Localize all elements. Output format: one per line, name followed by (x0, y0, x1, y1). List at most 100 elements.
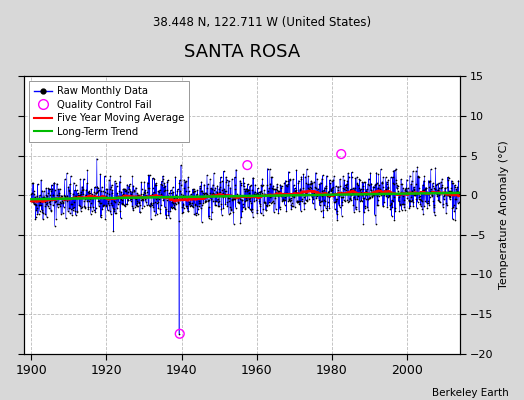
Point (343, 178, 352, 184)
Point (34, 181, 42, 187)
Point (377, 191, 385, 198)
Point (113, 190, 122, 196)
Point (346, 187, 355, 193)
Point (210, 170, 218, 176)
Point (342, 187, 350, 194)
Point (188, 200, 196, 206)
Point (194, 206, 202, 212)
Point (56, 186, 64, 192)
Point (192, 210, 200, 217)
Point (413, 198, 422, 205)
Point (279, 196, 288, 202)
Point (255, 192, 263, 199)
Point (68, 195, 77, 201)
Point (90, 207, 98, 213)
Point (199, 192, 208, 199)
Point (355, 177, 364, 183)
Point (345, 198, 354, 204)
Point (106, 184, 115, 190)
Point (279, 197, 287, 204)
Point (133, 200, 141, 207)
Point (223, 203, 232, 210)
Point (264, 190, 272, 197)
Point (41, 211, 49, 217)
Point (387, 174, 395, 181)
Point (244, 186, 253, 193)
Point (249, 190, 258, 197)
Point (206, 176, 214, 182)
Point (421, 191, 430, 197)
Point (67, 201, 75, 208)
Point (307, 181, 315, 187)
Point (165, 194, 173, 201)
Point (267, 200, 275, 206)
Point (336, 176, 344, 182)
Point (51, 187, 59, 194)
Point (255, 201, 264, 207)
Point (230, 195, 238, 202)
Point (277, 192, 286, 198)
Point (288, 192, 297, 199)
Point (316, 179, 325, 186)
Point (168, 194, 177, 201)
Point (146, 202, 154, 209)
Point (169, 189, 177, 195)
Point (453, 184, 462, 190)
Point (127, 196, 135, 202)
Point (236, 220, 245, 226)
Point (298, 189, 307, 196)
Point (58, 193, 66, 199)
Point (241, 204, 249, 211)
Point (139, 203, 148, 209)
Point (202, 190, 211, 197)
Point (175, 330, 183, 337)
Point (141, 198, 150, 205)
Point (215, 189, 223, 196)
Point (78, 204, 86, 210)
Point (184, 188, 193, 194)
Point (212, 192, 220, 199)
Point (161, 212, 170, 218)
Point (292, 199, 301, 205)
Point (207, 185, 215, 191)
Point (358, 195, 367, 201)
Point (46, 198, 54, 204)
Point (46, 192, 54, 199)
Point (231, 196, 239, 202)
Point (52, 192, 61, 198)
Point (80, 204, 89, 211)
Point (286, 176, 294, 182)
Point (377, 180, 386, 186)
Point (217, 212, 226, 218)
Point (261, 207, 270, 213)
Point (352, 206, 360, 213)
Point (177, 182, 185, 189)
Point (218, 186, 226, 193)
Point (352, 189, 361, 195)
Point (378, 184, 387, 191)
Point (40, 197, 49, 203)
Point (276, 182, 285, 188)
Point (168, 205, 176, 211)
Point (219, 190, 227, 197)
Point (432, 189, 441, 196)
Point (259, 199, 268, 205)
Point (421, 198, 429, 204)
Point (275, 188, 283, 194)
Point (172, 201, 180, 208)
Point (174, 218, 183, 224)
Point (190, 186, 198, 192)
Point (245, 206, 254, 212)
Point (331, 198, 340, 205)
Point (442, 189, 450, 196)
Point (279, 190, 288, 196)
Point (107, 202, 116, 208)
Point (390, 167, 399, 174)
Point (394, 191, 402, 198)
Point (276, 206, 284, 212)
Point (380, 198, 388, 205)
Point (217, 201, 225, 208)
Point (234, 193, 243, 200)
Point (111, 178, 119, 184)
Point (173, 188, 181, 194)
